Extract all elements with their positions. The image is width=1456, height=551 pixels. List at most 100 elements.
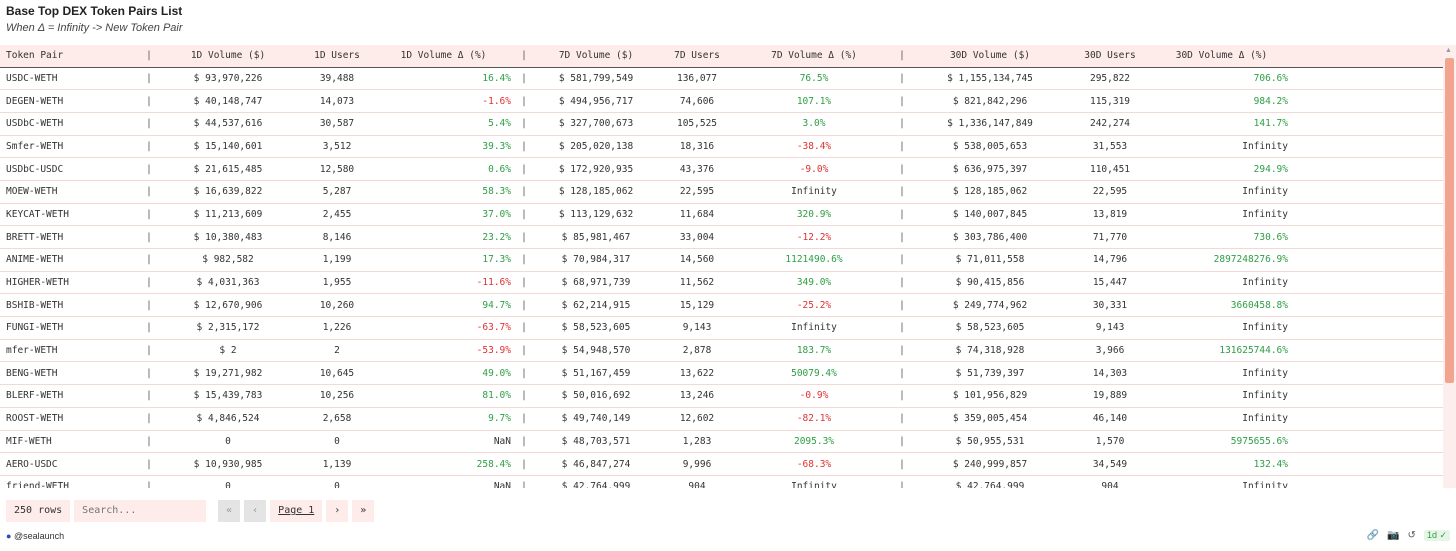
col-separator: | — [146, 435, 152, 447]
table-row[interactable]: FUNGI-WETH | $ 2,315,172 1,226 -63.7% | $ 58,5… — [0, 317, 1443, 340]
table-cell-7d-users: 13,622 — [679, 367, 715, 379]
col-separator: | — [521, 163, 527, 175]
table-row[interactable]: DEGEN-WETH | $ 40,148,747 14,073 -1.6% | $ 494… — [0, 90, 1443, 113]
table-cell-1d-users: 3,512 — [322, 140, 352, 152]
col-header-1d-volume[interactable]: 1D Volume ($) — [158, 45, 298, 68]
col-separator: | — [146, 390, 152, 402]
table-row[interactable]: Smfer-WETH | $ 15,140,601 3,512 39.3% | $ 205,… — [0, 135, 1443, 158]
table-row[interactable]: ROOST-WETH | $ 4,846,524 2,658 9.7% | $ 49,740… — [0, 407, 1443, 430]
credit[interactable]: ● @sealaunch — [6, 531, 64, 541]
table-cell-7d-volume: $ 205,020,138 — [558, 140, 634, 152]
table-cell-30d-volume-delta: Infinity — [1242, 481, 1288, 488]
table-cell-30d-volume-delta: Infinity — [1242, 186, 1288, 198]
table-row[interactable]: USDbC-WETH | $ 44,537,616 30,587 5.4% | $ 327,… — [0, 112, 1443, 136]
table-row[interactable]: BENG-WETH | $ 19,271,982 10,645 49.0% | $ 51,1… — [0, 362, 1443, 385]
search-input[interactable] — [74, 500, 207, 522]
table-row[interactable]: friend-WETH | 0 0 NaN | $ 42,764,999 904 Infinit… — [0, 475, 1443, 488]
table-cell-1d-users: 2,455 — [322, 208, 352, 220]
table-row[interactable]: BRETT-WETH | $ 10,380,483 8,146 23.2% | $ 85,9… — [0, 226, 1443, 249]
table-cell-1d-users: 1,226 — [322, 322, 352, 334]
table-cell-token-pair: BLERF-WETH — [6, 390, 64, 402]
table-cell-30d-volume-delta: 730.6% — [1253, 231, 1288, 243]
table-cell-30d-volume-delta: 984.2% — [1253, 95, 1288, 107]
table-cell-1d-users: 1,199 — [322, 254, 352, 266]
col-separator: | — [521, 140, 527, 152]
scroll-up-arrow-icon[interactable]: ▲ — [1445, 47, 1452, 54]
table-scrollbar-thumb[interactable] — [1445, 58, 1454, 383]
table-cell-7d-users: 18,316 — [679, 140, 715, 152]
table-cell-30d-volume: $ 58,523,605 — [955, 322, 1025, 334]
table-row[interactable]: mfer-WETH | $ 2 2 -53.9% | $ 54,948,570 2,878 18… — [0, 339, 1443, 362]
col-separator: | — [899, 186, 905, 198]
col-separator: | — [146, 140, 152, 152]
col-header-1d-users[interactable]: 1D Users — [298, 45, 376, 68]
col-separator: | — [521, 345, 527, 357]
table-cell-1d-volume: $ 12,670,906 — [193, 299, 263, 311]
table-cell-7d-volume-delta: -0.9% — [799, 390, 829, 402]
table-row[interactable]: AERO-USDC | $ 10,930,985 1,139 258.4% | $ 46,8… — [0, 453, 1443, 476]
col-separator: | — [146, 72, 152, 84]
col-separator: | — [521, 458, 527, 470]
period-badge[interactable]: 1d ✓ — [1423, 530, 1450, 541]
table-cell-1d-volume: $ 10,930,985 — [193, 458, 263, 470]
table-cell-30d-volume: $ 42,764,999 — [955, 481, 1025, 488]
col-header-30d-users[interactable]: 30D Users — [1065, 45, 1155, 68]
table-cell-30d-users: 19,889 — [1092, 390, 1128, 402]
table-cell-7d-volume: $ 51,167,459 — [561, 367, 631, 379]
table-row[interactable]: ANIME-WETH | $ 982,582 1,199 17.3% | $ 70,984,… — [0, 249, 1443, 272]
col-header-30d-volume[interactable]: 30D Volume ($) — [915, 45, 1065, 68]
table-cell-30d-volume-delta: 5975655.6% — [1230, 435, 1288, 447]
table-row[interactable]: MOEW-WETH | $ 16,639,822 5,287 58.3% | $ 128,1… — [0, 180, 1443, 204]
table-row[interactable]: USDbC-USDC | $ 21,615,485 12,580 0.6% | $ 172,… — [0, 158, 1443, 181]
table-cell-1d-users: 0 — [334, 435, 340, 447]
last-page-button[interactable]: » — [352, 500, 375, 522]
table-cell-1d-users: 5,287 — [322, 186, 352, 198]
table-row[interactable]: KEYCAT-WETH | $ 11,213,609 2,455 37.0% | $ 113… — [0, 203, 1443, 226]
table-cell-30d-users: 71,770 — [1092, 231, 1128, 243]
col-separator: | — [521, 277, 527, 289]
table-cell-30d-users: 14,796 — [1092, 254, 1128, 266]
table-cell-30d-volume-delta: Infinity — [1242, 413, 1288, 425]
camera-icon[interactable]: 📷 — [1387, 530, 1400, 541]
col-separator: | — [899, 95, 905, 107]
col-header-1d-volume-delta[interactable]: 1D Volume Δ (%) — [376, 45, 511, 68]
table-row[interactable]: BLERF-WETH | $ 15,439,783 10,256 81.0% | $ 50,… — [0, 385, 1443, 408]
table-cell-token-pair: ROOST-WETH — [6, 413, 64, 425]
col-separator: | — [899, 458, 905, 470]
table-cell-1d-users: 10,256 — [319, 390, 355, 402]
first-page-button[interactable]: « — [218, 500, 241, 522]
next-page-button[interactable]: › — [326, 500, 349, 522]
table-body: USDC-WETH | $ 93,970,226 39,488 16.4% | $ 581,… — [0, 67, 1443, 488]
table-row[interactable]: MIF-WETH | 0 0 NaN | $ 48,703,571 1,283 2095.3% |… — [0, 430, 1443, 453]
table-cell-token-pair: mfer-WETH — [6, 345, 58, 357]
col-header-7d-volume[interactable]: 7D Volume ($) — [537, 45, 655, 68]
table-cell-spacer — [1288, 453, 1443, 476]
col-header-7d-volume-delta[interactable]: 7D Volume Δ (%) — [739, 45, 889, 68]
table-row[interactable]: USDC-WETH | $ 93,970,226 39,488 16.4% | $ 581,… — [0, 67, 1443, 90]
table-cell-30d-users: 22,595 — [1092, 186, 1128, 198]
table-row[interactable]: HIGHER-WETH | $ 4,031,363 1,955 -11.6% | $ 68,… — [0, 271, 1443, 294]
table-cell-7d-volume-delta: 50079.4% — [791, 367, 837, 379]
prev-page-button[interactable]: ‹ — [244, 500, 267, 522]
refresh-icon[interactable]: ↺ — [1407, 530, 1416, 541]
sealaunch-logo-icon: ● — [6, 531, 12, 541]
table-cell-30d-volume-delta: 294.9% — [1253, 163, 1288, 175]
col-separator: | — [521, 413, 527, 425]
table-cell-30d-users: 110,451 — [1089, 163, 1131, 175]
table-cell-7d-users: 33,004 — [679, 231, 715, 243]
table-cell-7d-users: 904 — [688, 481, 706, 488]
table-cell-token-pair: friend-WETH — [6, 481, 69, 488]
table-cell-7d-volume: $ 113,129,632 — [558, 208, 634, 220]
table-row[interactable]: BSHIB-WETH | $ 12,670,906 10,260 94.7% | $ 62,… — [0, 294, 1443, 317]
table-cell-spacer — [1288, 317, 1443, 340]
col-header-token-pair[interactable]: Token Pair — [0, 45, 140, 68]
table-header-row: Token Pair | 1D Volume ($) 1D Users 1D V… — [0, 45, 1443, 68]
col-header-30d-volume-delta[interactable]: 30D Volume Δ (%) — [1155, 45, 1288, 68]
link-icon[interactable]: 🔗 — [1366, 530, 1380, 541]
table-cell-1d-users: 1,955 — [322, 277, 352, 289]
page-indicator[interactable]: Page 1 — [270, 500, 323, 522]
table-cell-7d-volume: $ 42,764,999 — [561, 481, 631, 488]
table-cell-30d-volume: $ 1,155,134,745 — [947, 72, 1033, 84]
col-header-7d-users[interactable]: 7D Users — [655, 45, 739, 68]
table-cell-1d-volume-delta: -11.6% — [476, 277, 511, 289]
